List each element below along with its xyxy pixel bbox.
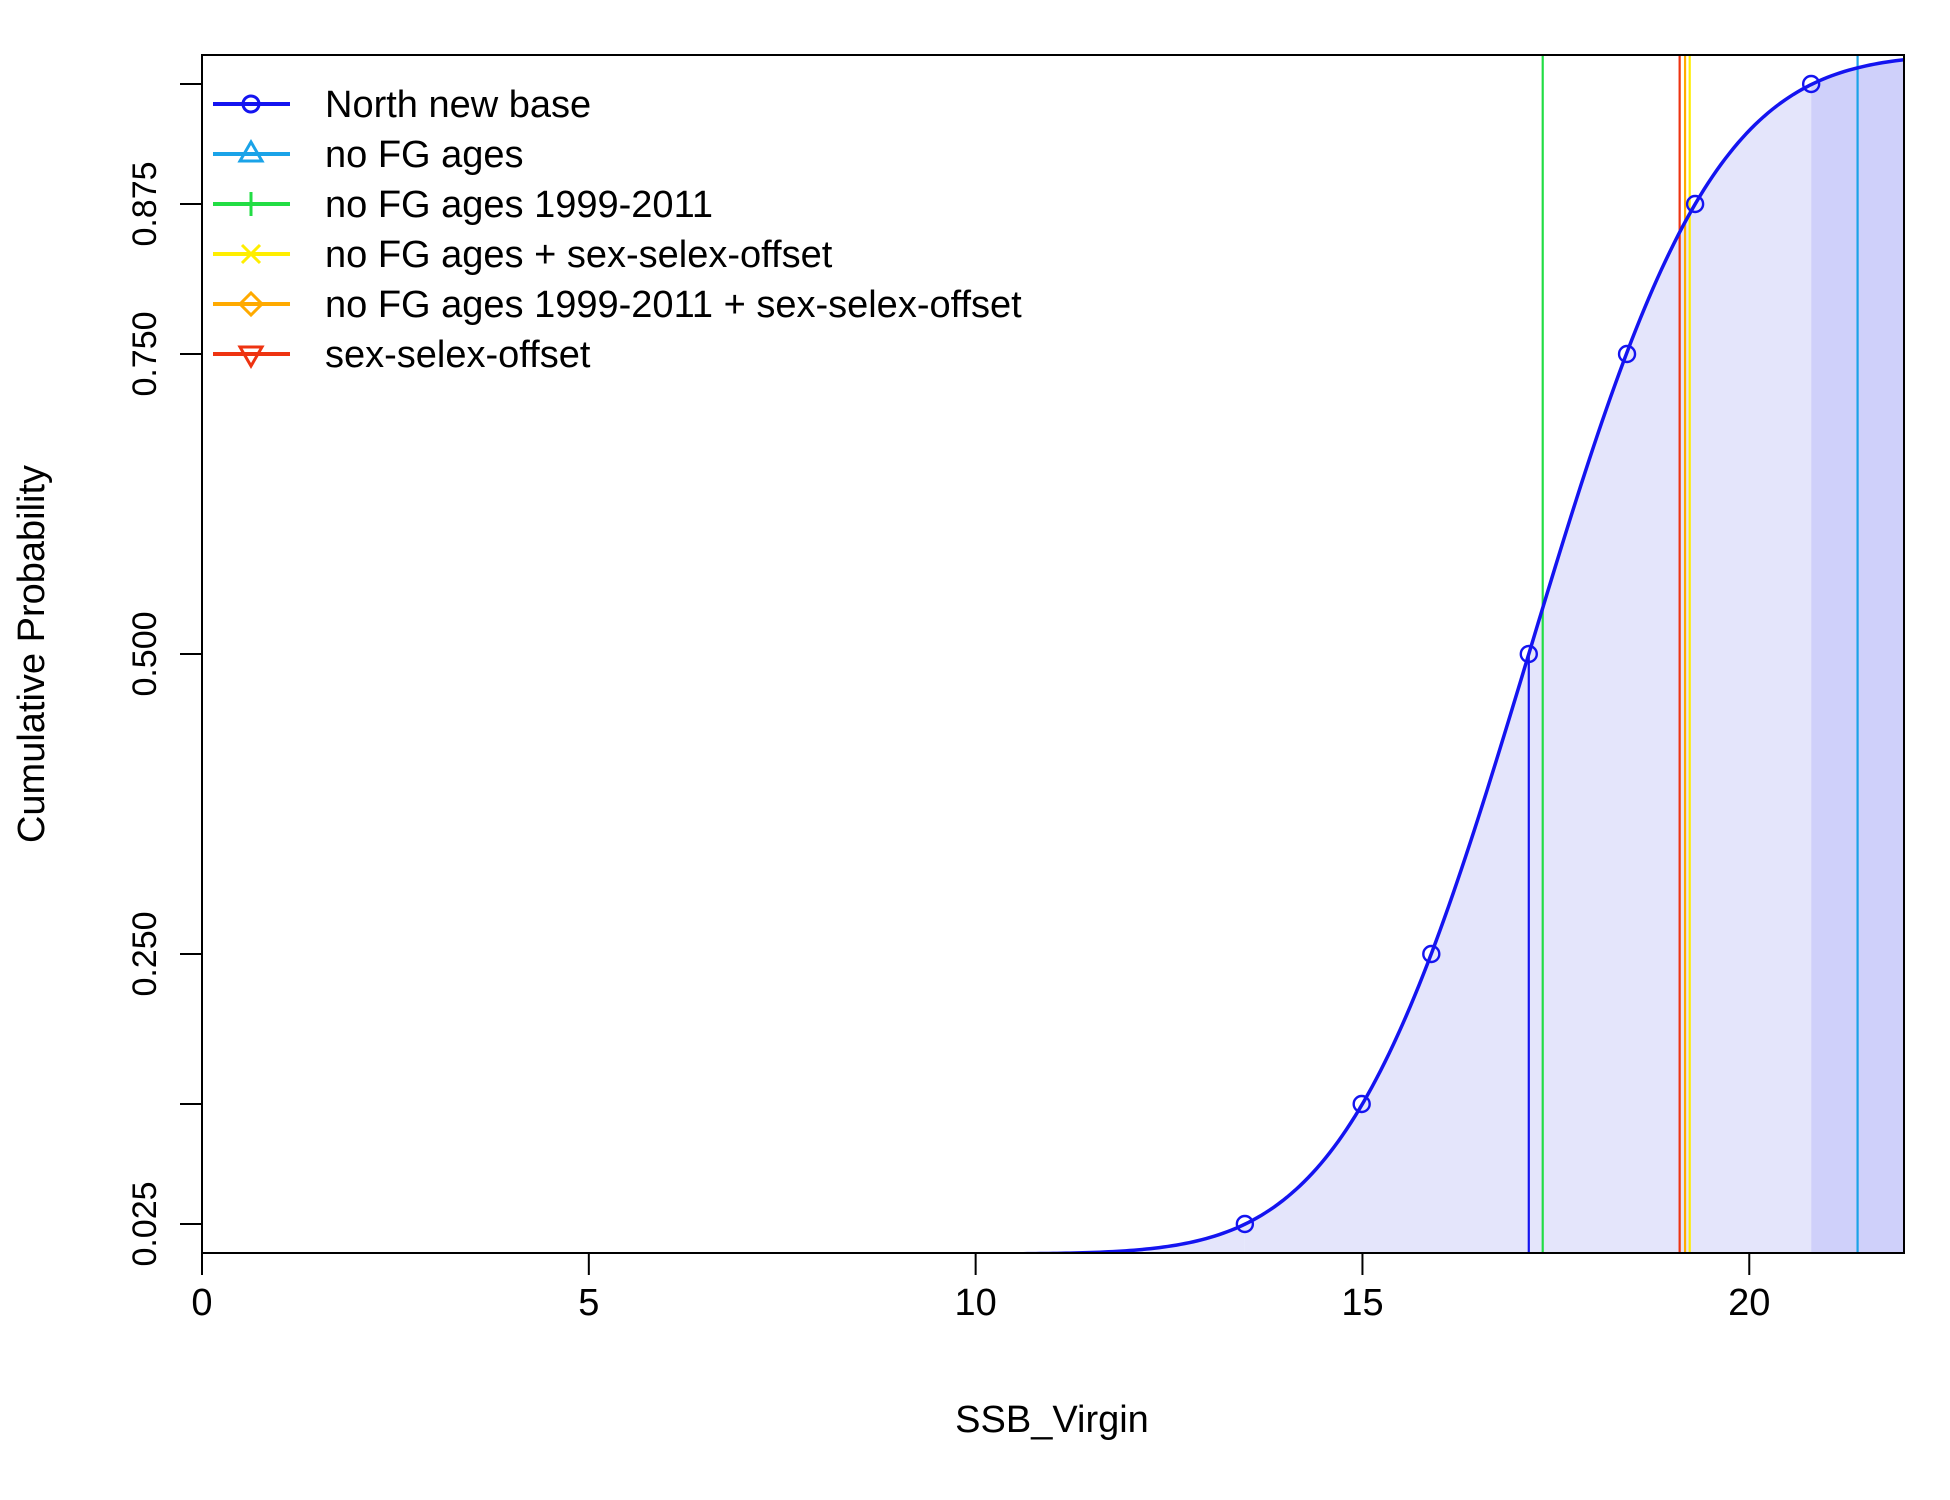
legend-label-1: no FG ages: [325, 134, 524, 176]
plot-inner: [202, 55, 1904, 1253]
legend-marker-2: [239, 192, 263, 216]
legend: North new base no FG ages no FG ages 1999-…: [213, 84, 1022, 376]
x-tick-label-4: 20: [1728, 1282, 1770, 1324]
x-tick-label-0: 0: [191, 1282, 212, 1324]
quantile-point-0: [1235, 1214, 1255, 1234]
legend-label-3: no FG ages + sex-selex-offset: [325, 234, 833, 276]
shaded-area-0: [202, 1224, 1245, 1253]
x-axis-label: SSB_Virgin: [955, 1399, 1149, 1441]
legend-label-0: North new base: [325, 84, 591, 126]
legend-label-5: sex-selex-offset: [325, 334, 591, 376]
x-tick-label-2: 10: [954, 1282, 996, 1324]
axes: 0 5 10 15 20 0.025 0.250 0.500 0.750 0.875: [126, 54, 1905, 1324]
quantile-point-6: [1801, 74, 1821, 94]
y-tick-label-3: 0.750: [126, 311, 164, 396]
legend-marker-4: [237, 290, 265, 318]
legend-marker-1: [237, 139, 265, 163]
legend-marker-5: [237, 345, 265, 369]
y-tick-label-0: 0.025: [126, 1181, 164, 1266]
x-tick-label-1: 5: [578, 1282, 599, 1324]
y-axis-label: Cumulative Probability: [11, 465, 53, 843]
legend-marker-3: [240, 243, 262, 265]
quantile-point-2: [1422, 944, 1441, 964]
y-tick-label-1: 0.250: [126, 911, 164, 996]
quantile-point-1: [1352, 1094, 1371, 1114]
legend-marker-0: [241, 94, 261, 114]
legend-label-2: no FG ages 1999-2011: [325, 184, 713, 226]
y-tick-label-2: 0.500: [126, 611, 164, 696]
plot-area: [202, 55, 1904, 1253]
x-tick-label-3: 15: [1341, 1282, 1383, 1324]
legend-label-4: no FG ages 1999-2011 + sex-selex-offset: [325, 284, 1022, 326]
quantile-point-3: [1519, 644, 1538, 664]
y-tick-label-4: 0.875: [126, 161, 164, 246]
cdf-curve: [202, 57, 1904, 1253]
quantile-point-5: [1685, 194, 1705, 214]
quantile-point-4: [1617, 344, 1637, 364]
